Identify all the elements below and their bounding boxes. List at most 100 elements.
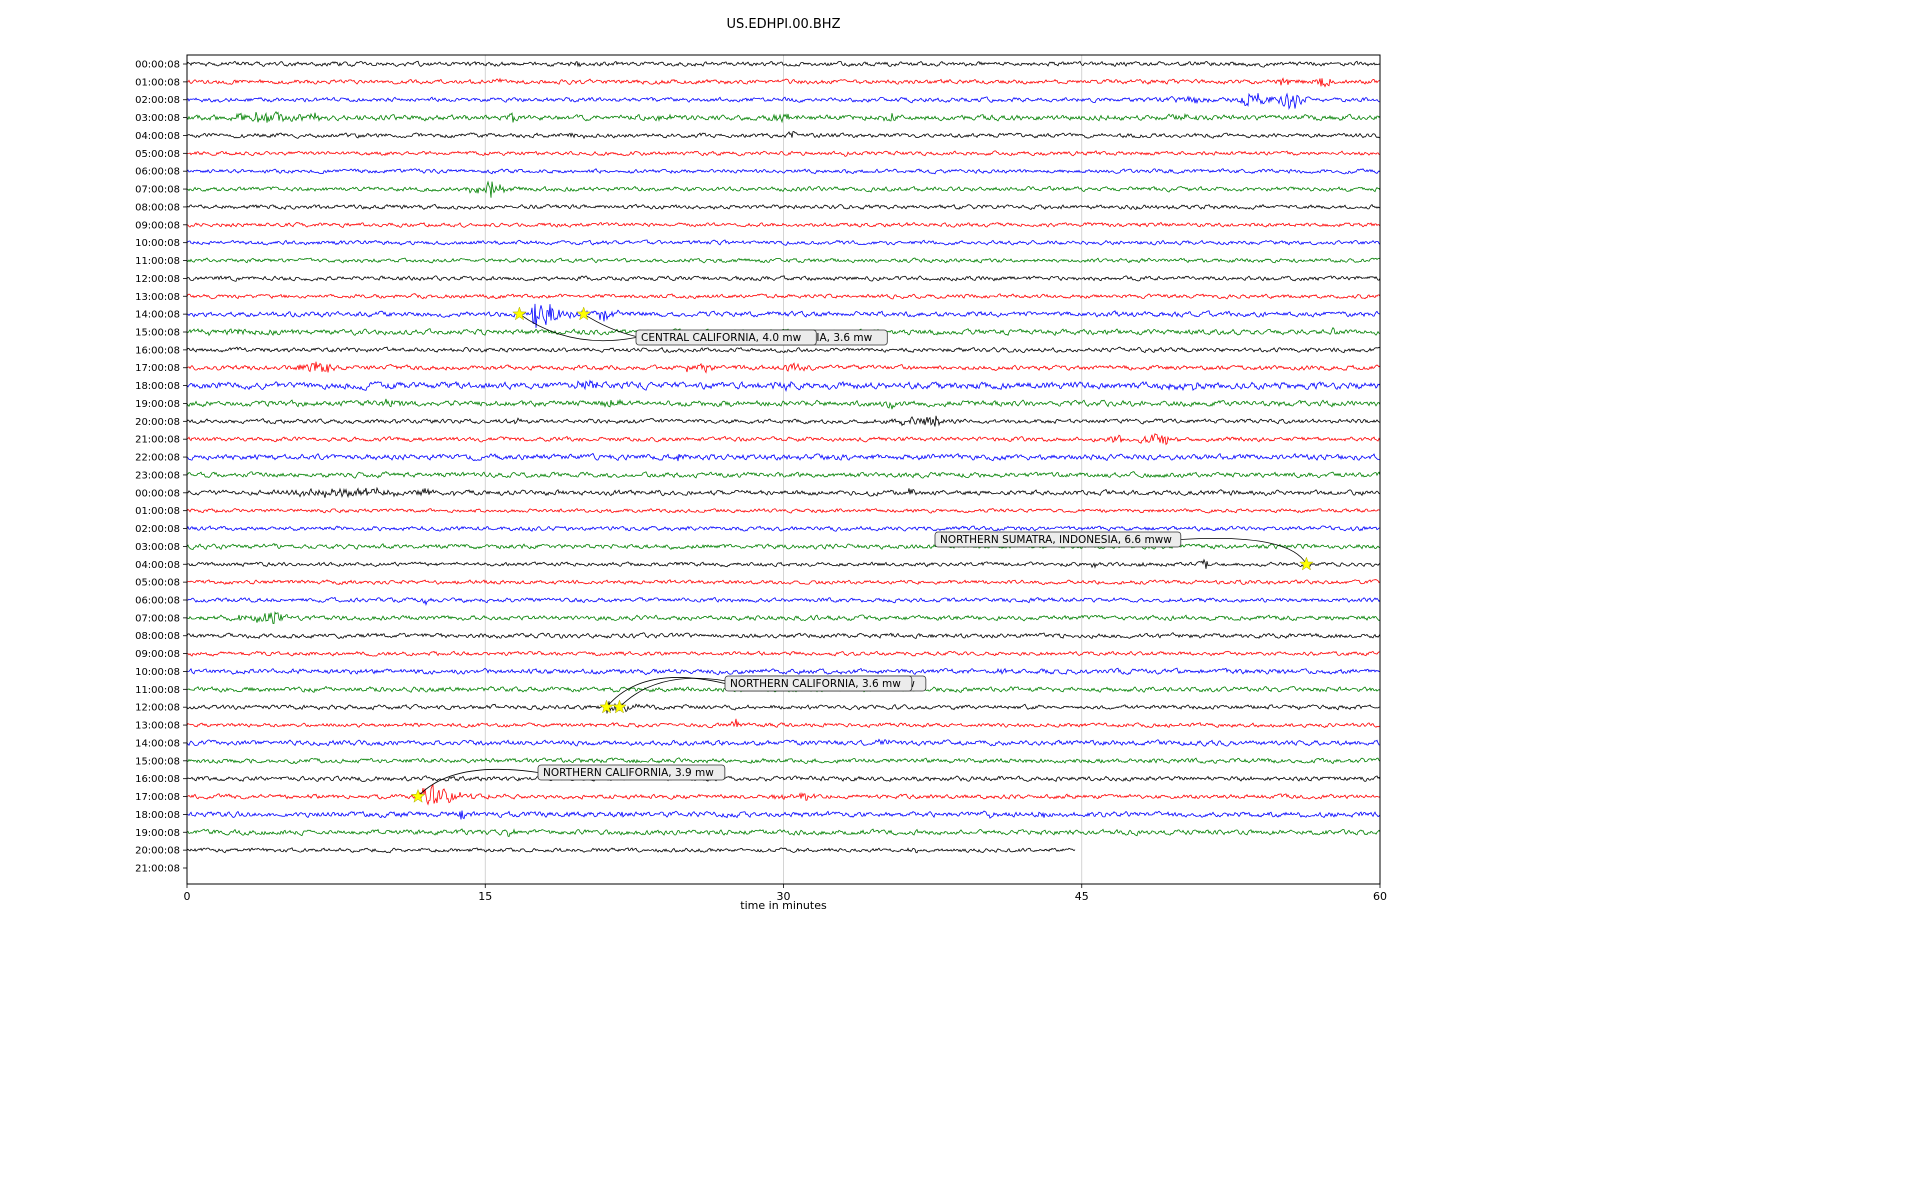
row-label: 01:00:08: [135, 77, 180, 88]
trace-row: [187, 650, 1380, 657]
row-label: 00:00:08: [135, 60, 180, 71]
x-tick-label: 15: [478, 890, 492, 903]
row-label: 15:00:08: [135, 756, 180, 767]
row-label: 22:00:08: [135, 453, 180, 464]
event-annotation-box: [934, 531, 1182, 548]
trace-row: [186, 525, 1381, 532]
trace-row: [186, 346, 1381, 354]
row-label: 13:00:08: [135, 721, 180, 732]
row-label: 06:00:08: [135, 596, 180, 607]
trace-row: [186, 775, 1381, 783]
row-label: 15:00:08: [135, 328, 180, 339]
event-star-icon: [512, 306, 527, 321]
trace-row: [186, 257, 1381, 264]
row-label: 08:00:08: [135, 202, 180, 213]
row-label: 13:00:08: [135, 292, 180, 303]
x-tick-label: 30: [777, 890, 791, 903]
event-annotation-box: [537, 764, 726, 781]
event-star-icon: [599, 699, 614, 714]
row-label: 11:00:08: [135, 685, 180, 696]
trace-row: [186, 60, 1381, 68]
trace-row: [186, 203, 1381, 211]
event-star-icon: [576, 306, 592, 321]
row-label: 04:00:08: [135, 560, 180, 571]
trace-row: [186, 326, 1381, 337]
trace-row: [186, 398, 1381, 410]
trace-row: [186, 738, 1381, 747]
row-label: 06:00:08: [135, 167, 180, 178]
row-label: 17:00:08: [135, 792, 180, 803]
trace-row: [186, 810, 1381, 820]
row-label: 09:00:08: [135, 649, 180, 660]
trace-row: [186, 558, 1381, 569]
trace-row: [186, 150, 1380, 157]
event-annotation-label: CENTRAL CALIFORNIA, 4.0 mw: [641, 332, 802, 344]
x-axis-label: time in minutes: [740, 899, 827, 912]
trace-row: [186, 111, 1381, 124]
annotation-arrow: [619, 677, 740, 708]
trace-row: [186, 701, 1380, 714]
row-label: 16:00:08: [135, 345, 180, 356]
row-label: 05:00:08: [135, 578, 180, 589]
row-label: 18:00:08: [135, 810, 180, 821]
row-label: 08:00:08: [135, 631, 180, 642]
annotation-arrow: [519, 313, 637, 342]
trace-row: [186, 452, 1381, 462]
trace-row: [186, 239, 1381, 246]
trace-row: [186, 632, 1381, 640]
trace-row: [186, 718, 1381, 729]
trace-row: [186, 486, 1381, 499]
event-annotation-box: [635, 329, 817, 346]
x-tick-label: 45: [1075, 890, 1089, 903]
trace-row: [186, 828, 1381, 838]
annotation-arrow: [1180, 537, 1307, 565]
row-label: 10:00:08: [135, 238, 180, 249]
trace-row: [186, 784, 1381, 806]
row-label: 09:00:08: [135, 220, 180, 231]
trace-row: [186, 611, 1381, 624]
row-label: 07:00:08: [135, 613, 180, 624]
trace-row: [186, 757, 1381, 765]
trace-row: [186, 433, 1381, 446]
row-label: 23:00:08: [135, 470, 180, 481]
trace-row: [186, 508, 1380, 514]
event-annotation-label: NORTHERN CALIFORNIA, 3.9 mw: [543, 767, 714, 779]
row-label: 05:00:08: [135, 149, 180, 160]
trace-row: [187, 667, 1381, 676]
trace-row: [186, 415, 1381, 427]
row-label: 21:00:08: [135, 435, 180, 446]
row-label: 12:00:08: [135, 274, 180, 285]
trace-row: [186, 92, 1381, 111]
trace-row: [186, 361, 1381, 374]
row-label: 04:00:08: [135, 131, 180, 142]
event-annotation-label: NORTHERN SUMATRA, INDONESIA, 6.6 mww: [940, 534, 1172, 546]
row-label: 07:00:08: [135, 185, 180, 196]
row-label: 19:00:08: [135, 828, 180, 839]
x-tick-label: 0: [184, 890, 191, 903]
row-label: 17:00:08: [135, 363, 180, 374]
annotation-arrow: [606, 677, 726, 708]
row-label: 14:00:08: [135, 310, 180, 321]
event-annotation-box: [724, 675, 913, 692]
trace-row: [186, 579, 1381, 586]
row-label: 19:00:08: [135, 399, 180, 410]
chart-title: US.EDHPI.00.BHZ: [726, 17, 841, 32]
trace-row: [186, 303, 1381, 328]
trace-row: [186, 596, 1381, 607]
trace-row: [186, 293, 1381, 300]
event-star-icon: [612, 699, 627, 714]
trace-row: [186, 542, 1381, 550]
event-annotation-label: NORTHERN CALIFORNIA, 3.6 mw: [730, 678, 901, 690]
event-star-icon: [1299, 556, 1314, 571]
row-label: 02:00:08: [135, 524, 180, 535]
row-label: 21:00:08: [135, 864, 180, 875]
row-label: 14:00:08: [135, 738, 180, 749]
trace-row: [186, 168, 1381, 175]
event-star-icon: [410, 788, 426, 803]
trace-row: [187, 77, 1381, 88]
row-label: 01:00:08: [135, 506, 180, 517]
row-label: 20:00:08: [135, 417, 180, 428]
row-label: 11:00:08: [135, 256, 180, 267]
